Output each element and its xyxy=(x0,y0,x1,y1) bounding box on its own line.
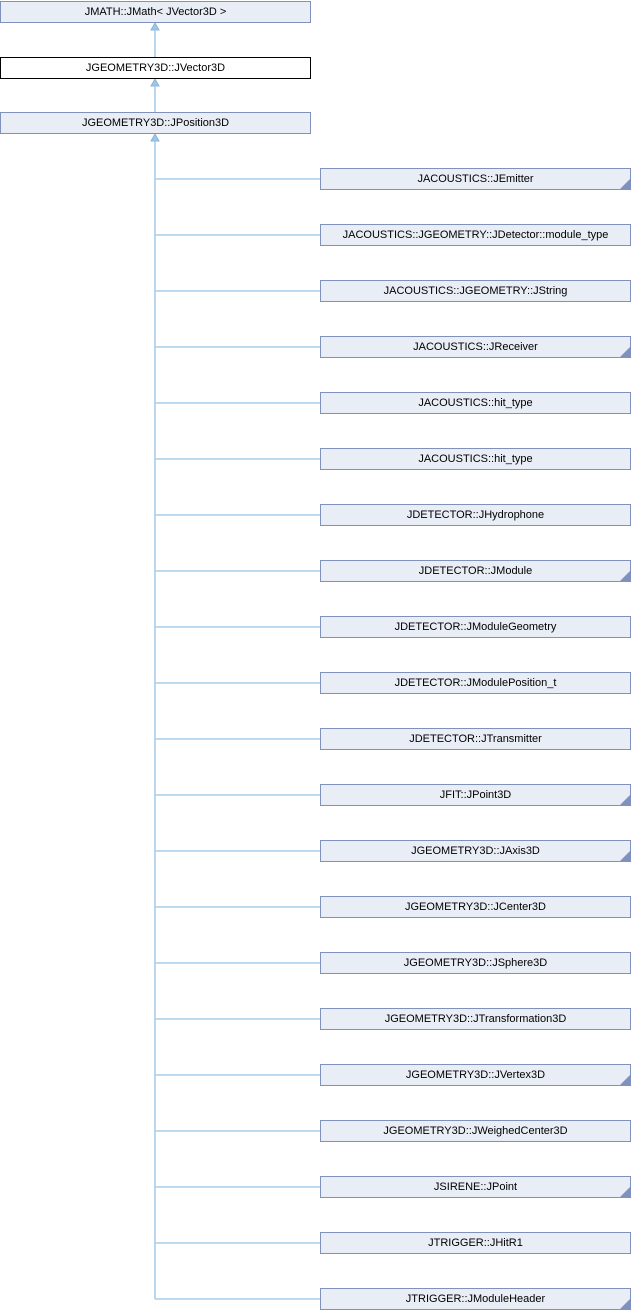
class-node-label: JACOUSTICS::JGEOMETRY::JDetector::module… xyxy=(342,229,609,241)
class-node[interactable]: JACOUSTICS::hit_type xyxy=(320,448,631,470)
derived-fold-icon xyxy=(620,179,630,189)
class-node-label: JGEOMETRY3D::JSphere3D xyxy=(403,957,548,969)
class-node-label: JACOUSTICS::hit_type xyxy=(418,397,533,409)
class-node[interactable]: JDETECTOR::JModulePosition_t xyxy=(320,672,631,694)
class-node[interactable]: JFIT::JPoint3D xyxy=(320,784,631,806)
class-node-label: JGEOMETRY3D::JVertex3D xyxy=(405,1069,546,1081)
class-node-label: JACOUSTICS::hit_type xyxy=(418,453,533,465)
class-node[interactable]: JGEOMETRY3D::JSphere3D xyxy=(320,952,631,974)
arrowhead-icon xyxy=(150,77,160,87)
class-node[interactable]: JSIRENE::JPoint xyxy=(320,1176,631,1198)
class-node-label: JGEOMETRY3D::JPosition3D xyxy=(81,117,230,129)
class-node-label: JMATH::JMath< JVector3D > xyxy=(84,6,227,18)
class-node: JGEOMETRY3D::JVector3D xyxy=(0,57,311,79)
class-node-label: JGEOMETRY3D::JWeighedCenter3D xyxy=(383,1125,568,1137)
arrowhead-icon xyxy=(150,21,160,31)
derived-fold-icon xyxy=(620,1187,630,1197)
class-node-label: JSIRENE::JPoint xyxy=(433,1181,518,1193)
class-node[interactable]: JGEOMETRY3D::JWeighedCenter3D xyxy=(320,1120,631,1142)
class-node[interactable]: JGEOMETRY3D::JTransformation3D xyxy=(320,1008,631,1030)
class-node[interactable]: JDETECTOR::JModule xyxy=(320,560,631,582)
derived-fold-icon xyxy=(620,347,630,357)
class-node-label: JGEOMETRY3D::JTransformation3D xyxy=(384,1013,567,1025)
class-node[interactable]: JGEOMETRY3D::JCenter3D xyxy=(320,896,631,918)
derived-fold-icon xyxy=(620,1075,630,1085)
class-node-label: JGEOMETRY3D::JVector3D xyxy=(85,62,226,74)
class-node[interactable]: JGEOMETRY3D::JAxis3D xyxy=(320,840,631,862)
class-node[interactable]: JACOUSTICS::JGEOMETRY::JString xyxy=(320,280,631,302)
class-node-label: JDETECTOR::JModuleGeometry xyxy=(394,621,557,633)
class-node[interactable]: JDETECTOR::JTransmitter xyxy=(320,728,631,750)
class-node-label: JACOUSTICS::JReceiver xyxy=(413,341,538,353)
derived-fold-icon xyxy=(620,795,630,805)
class-node-label: JACOUSTICS::JEmitter xyxy=(417,173,534,185)
class-node[interactable]: JDETECTOR::JModuleGeometry xyxy=(320,616,631,638)
class-node-label: JGEOMETRY3D::JCenter3D xyxy=(404,901,546,913)
class-node[interactable]: JACOUSTICS::JEmitter xyxy=(320,168,631,190)
class-node[interactable]: JTRIGGER::JModuleHeader xyxy=(320,1288,631,1310)
class-node-label: JDETECTOR::JHydrophone xyxy=(406,509,545,521)
derived-fold-icon xyxy=(620,571,630,581)
class-node-label: JDETECTOR::JTransmitter xyxy=(409,733,542,745)
class-node[interactable]: JMATH::JMath< JVector3D > xyxy=(0,1,311,23)
class-node-label: JTRIGGER::JHitR1 xyxy=(428,1237,523,1249)
class-node-label: JDETECTOR::JModule xyxy=(418,565,533,577)
class-node-label: JTRIGGER::JModuleHeader xyxy=(405,1293,546,1305)
class-node[interactable]: JGEOMETRY3D::JVertex3D xyxy=(320,1064,631,1086)
derived-fold-icon xyxy=(620,851,630,861)
derived-fold-icon xyxy=(620,1299,630,1309)
class-node-label: JGEOMETRY3D::JAxis3D xyxy=(411,845,540,857)
class-node[interactable]: JACOUSTICS::JGEOMETRY::JDetector::module… xyxy=(320,224,631,246)
class-node[interactable]: JACOUSTICS::hit_type xyxy=(320,392,631,414)
class-node-label: JACOUSTICS::JGEOMETRY::JString xyxy=(383,285,568,297)
class-node[interactable]: JACOUSTICS::JReceiver xyxy=(320,336,631,358)
class-node[interactable]: JGEOMETRY3D::JPosition3D xyxy=(0,112,311,134)
class-node-label: JFIT::JPoint3D xyxy=(439,789,512,801)
class-node[interactable]: JDETECTOR::JHydrophone xyxy=(320,504,631,526)
class-node-label: JDETECTOR::JModulePosition_t xyxy=(394,677,557,689)
arrowhead-icon xyxy=(150,132,160,142)
class-node[interactable]: JTRIGGER::JHitR1 xyxy=(320,1232,631,1254)
